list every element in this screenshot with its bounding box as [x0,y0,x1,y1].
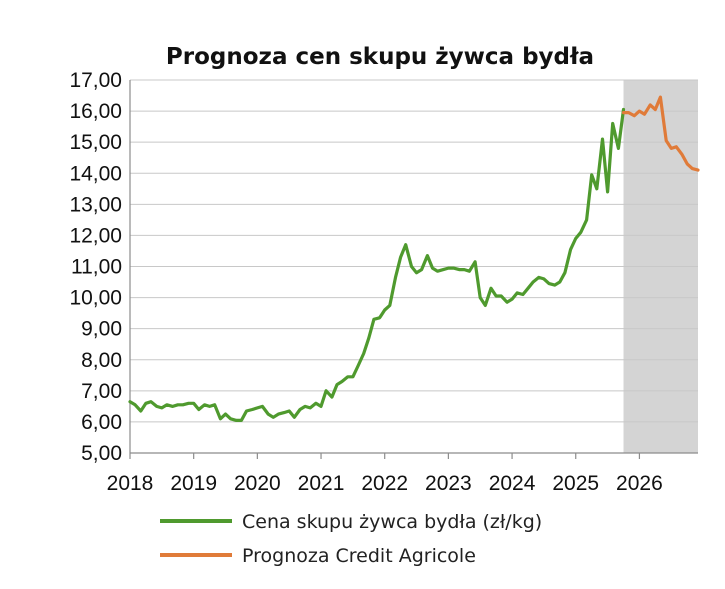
y-tick-label: 11,00 [71,256,122,279]
legend-label-forecast: Prognoza Credit Agricole [242,545,476,567]
y-tick-label: 17,00 [69,69,122,92]
x-tick-label: 2024 [489,472,536,495]
y-tick-labels: 5,00 6,00 7,00 8,00 9,00 10,00 11,00 12,00 13,00… [69,69,122,465]
y-tick-label: 8,00 [81,349,122,372]
x-tick-label: 2023 [425,472,472,495]
y-tick-label: 16,00 [69,100,122,123]
y-tick-label: 12,00 [69,224,122,247]
x-tick-label: 2026 [616,472,663,495]
y-tick-label: 14,00 [69,162,122,185]
x-tick-label: 2019 [170,472,217,495]
x-tick-label: 2021 [298,472,345,495]
x-tick-label: 2020 [234,472,281,495]
x-tick-label: 2022 [361,472,408,495]
series-line-actual [128,107,626,422]
legend-label-actual: Cena skupu żywca bydła (zł/kg) [242,511,542,533]
legend: Cena skupu żywca bydła (zł/kg) Prognoza … [160,511,542,567]
y-tick-label: 5,00 [81,442,122,465]
y-tick-label: 15,00 [69,131,122,154]
chart-title: Prognoza cen skupu żywca bydła [166,44,594,70]
y-tick-label: 7,00 [81,380,122,403]
legend-item-actual: Cena skupu żywca bydła (zł/kg) [160,511,542,533]
y-tick-label: 13,00 [69,193,122,216]
x-tick-label: 2018 [107,472,154,495]
x-tick-label: 2025 [552,472,599,495]
series-lines [128,95,700,422]
y-tick-label: 9,00 [81,318,122,341]
series-line-forecast [621,95,700,172]
y-tick-label: 10,00 [69,287,122,310]
axes [129,80,698,459]
x-tick-labels: 2018 2019 2020 2021 2022 2023 2024 2025 2026 [107,472,663,495]
y-tick-label: 6,00 [81,411,122,434]
legend-item-forecast: Prognoza Credit Agricole [160,545,476,567]
